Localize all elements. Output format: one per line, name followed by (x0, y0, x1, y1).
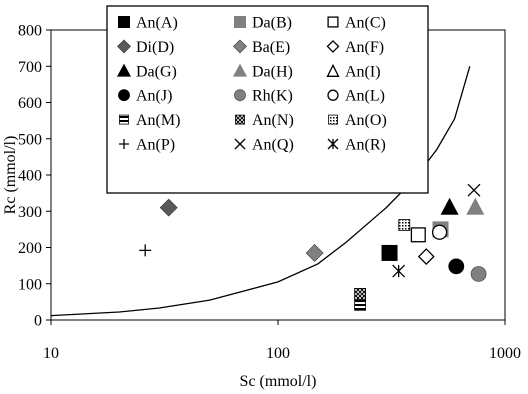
y-tick-label: 700 (18, 59, 42, 76)
legend-marker (326, 63, 340, 77)
data-point (448, 258, 465, 275)
x-axis-title: Sc (mmol/l) (240, 373, 317, 390)
data-point (466, 197, 485, 215)
legend-marker (119, 139, 129, 149)
data-point (354, 298, 367, 311)
legend-label: An(M) (136, 112, 180, 129)
legend-label: An(L) (345, 88, 385, 105)
legend-label: An(J) (136, 88, 172, 105)
data-point (392, 264, 406, 278)
data-point (398, 219, 411, 231)
legend-label: Ba(E) (252, 39, 290, 56)
data-point (440, 197, 459, 215)
data-point (159, 198, 178, 217)
legend-label: Rh(K) (252, 88, 293, 105)
legend-marker (234, 89, 246, 102)
y-tick-label: 0 (34, 313, 42, 330)
legend-label: An(O) (345, 112, 387, 129)
legend-marker (328, 114, 338, 125)
legend-marker (327, 138, 339, 150)
data-point (417, 248, 435, 265)
legend-label: Di(D) (136, 39, 174, 56)
legend-marker (118, 16, 130, 28)
legend-label: Da(H) (252, 63, 293, 80)
legend-marker (234, 16, 246, 28)
legend-marker (233, 39, 247, 54)
legend-marker (235, 114, 245, 125)
legend-marker (118, 89, 130, 102)
legend-marker (232, 63, 248, 77)
data-point (467, 183, 481, 197)
legend-label: An(I) (345, 63, 381, 80)
legend-marker (327, 89, 339, 101)
data-point (139, 244, 152, 257)
legend-label: An(Q) (252, 137, 294, 154)
legend-marker (326, 39, 340, 53)
legend-label: An(R) (345, 137, 386, 154)
data-point (410, 227, 426, 243)
legend-marker (327, 16, 339, 28)
legend-marker (116, 63, 132, 77)
legend-marker (119, 114, 129, 125)
legend-marker (117, 39, 131, 54)
data-point (305, 244, 324, 262)
y-tick-label: 100 (18, 276, 42, 293)
x-tick-label: 10 (43, 345, 59, 362)
data-point (354, 287, 367, 300)
legend-label: Da(B) (252, 15, 292, 32)
y-tick-label: 300 (18, 204, 42, 221)
data-point (381, 244, 398, 261)
legend-marker (234, 138, 246, 150)
y-axis-title: Rc (mmol/l) (2, 136, 19, 215)
x-tick-label: 100 (266, 345, 290, 362)
legend-box (106, 5, 429, 194)
y-tick-label: 200 (18, 240, 42, 257)
legend-label: An(A) (136, 15, 178, 32)
legend-label: An(N) (252, 112, 294, 129)
data-point (470, 266, 487, 282)
y-tick-label: 400 (18, 168, 42, 185)
x-tick-label: 1000 (489, 345, 521, 362)
y-tick-label: 800 (18, 23, 42, 40)
boundary-curve (50, 66, 471, 317)
y-tick-label: 500 (18, 131, 42, 148)
data-point (431, 224, 448, 240)
legend-label: Da(G) (136, 63, 177, 80)
y-tick-label: 600 (18, 95, 42, 112)
legend-label: An(P) (136, 137, 175, 154)
legend-label: An(F) (345, 39, 384, 56)
legend-label: An(C) (345, 15, 386, 32)
